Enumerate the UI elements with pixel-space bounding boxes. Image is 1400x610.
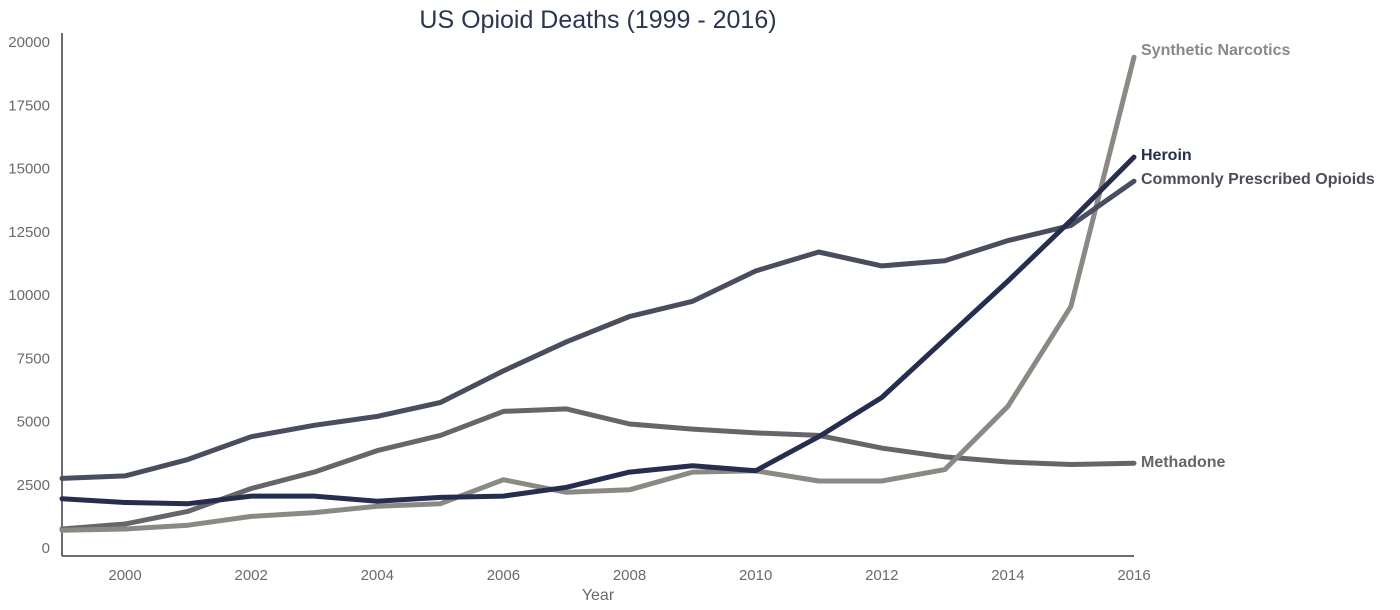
x-tick-label: 2012 <box>865 567 898 584</box>
y-tick-label: 10000 <box>8 287 50 304</box>
series-line-methadone <box>59 406 1137 532</box>
series-label-synthetic-narcotics: Synthetic Narcotics <box>1141 42 1290 59</box>
chart-title: US Opioid Deaths (1999 - 2016) <box>419 6 776 34</box>
y-tick-label: 5000 <box>17 414 50 431</box>
series-label-commonly-prescribed-opioids: Commonly Prescribed Opioids <box>1141 171 1375 188</box>
plot-lines <box>59 54 1137 533</box>
x-tick-label: 2002 <box>234 567 267 584</box>
y-tick-label: 12500 <box>8 224 50 241</box>
y-axis: 0 2500 5000 7500 10000 12500 15000 17500 20000 <box>8 33 63 557</box>
x-tick-label: 2000 <box>108 567 141 584</box>
x-tick-label: 2016 <box>1117 567 1150 584</box>
series-line-synthetic-narcotics <box>59 54 1137 533</box>
y-tick-label: 2500 <box>17 477 50 494</box>
x-axis: 2000 2002 2004 2006 2008 2010 2012 2014 2016 <box>62 555 1151 584</box>
series-label-methadone: Methadone <box>1141 454 1226 471</box>
series-line-heroin <box>59 154 1137 507</box>
x-tick-label: 2004 <box>361 567 394 584</box>
series-line-commonly-prescribed-opioids <box>59 178 1137 481</box>
y-tick-label: 17500 <box>8 97 50 114</box>
y-tick-label: 15000 <box>8 161 50 178</box>
series-label-heroin: Heroin <box>1141 147 1192 164</box>
series-labels: Commonly Prescribed Opioids Heroin Synthet… <box>1141 42 1375 471</box>
x-tick-label: 2006 <box>487 567 520 584</box>
x-tick-label: 2014 <box>991 567 1024 584</box>
x-axis-label: Year <box>582 587 615 604</box>
y-tick-label: 0 <box>42 540 50 557</box>
y-tick-label: 7500 <box>17 350 50 367</box>
x-tick-label: 2008 <box>613 567 646 584</box>
x-tick-label: 2010 <box>739 567 772 584</box>
y-tick-label: 20000 <box>8 34 50 51</box>
